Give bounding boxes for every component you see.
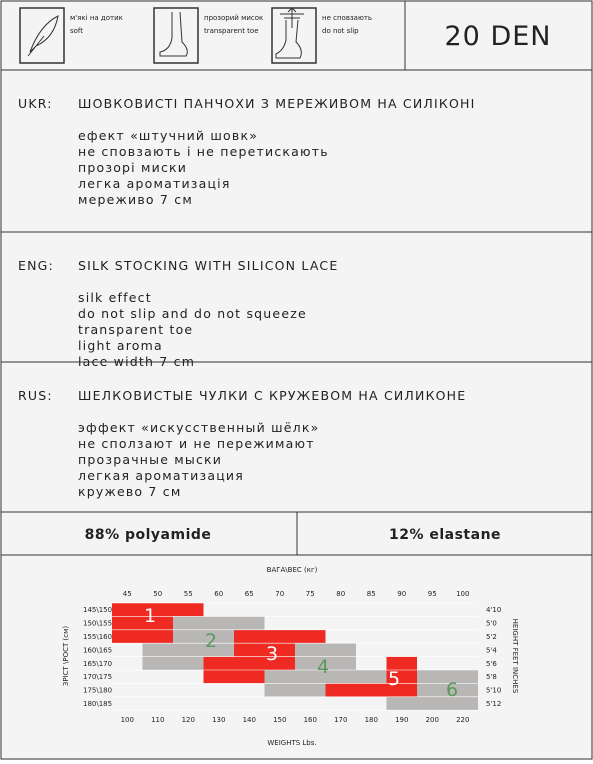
height-ft: 5'10 bbox=[486, 687, 501, 695]
weight-kg: 55 bbox=[184, 590, 193, 598]
weight-lbs: 190 bbox=[395, 716, 408, 724]
icon-label-ua: прозорий мисок bbox=[204, 14, 263, 22]
section-title: ШОВКОВИСТІ ПАНЧОХИ З МЕРЕЖИВОМ НА СИЛІКО… bbox=[78, 96, 475, 111]
feature: прозорі миски bbox=[78, 160, 187, 175]
weight-lbs: 120 bbox=[182, 716, 195, 724]
weight-lbs: 140 bbox=[243, 716, 256, 724]
weight-lbs: 130 bbox=[212, 716, 225, 724]
feature: не сповзають і не перетискають bbox=[78, 144, 329, 159]
weight-kg: 60 bbox=[214, 590, 223, 598]
weight-kg: 100 bbox=[456, 590, 469, 598]
feature: light aroma bbox=[78, 338, 163, 353]
language: RUS: bbox=[18, 388, 53, 403]
weight-kg: 90 bbox=[397, 590, 406, 598]
axis-title: ВАГА\ВЕС (кг) bbox=[267, 566, 318, 574]
weight-lbs: 100 bbox=[121, 716, 134, 724]
composition: 12% elastane bbox=[389, 527, 501, 543]
icon-label-ua: не сповзають bbox=[322, 14, 372, 22]
icon-label-en: soft bbox=[70, 27, 83, 35]
weight-kg: 45 bbox=[123, 590, 132, 598]
weight-kg: 80 bbox=[336, 590, 345, 598]
height-cm: 180\185 bbox=[83, 700, 112, 708]
weight-kg: 65 bbox=[245, 590, 254, 598]
weight-lbs: 200 bbox=[426, 716, 439, 724]
feature: прозрачные мыски bbox=[78, 452, 222, 467]
language: UKR: bbox=[18, 96, 53, 111]
feature: ефект «штучний шовк» bbox=[78, 128, 258, 143]
weight-lbs: 220 bbox=[456, 716, 469, 724]
section-title: SILK STOCKING WITH SILICON LACE bbox=[78, 258, 338, 273]
axis-title: WEIGHTS Lbs. bbox=[267, 739, 316, 747]
weight-kg: 50 bbox=[153, 590, 162, 598]
feature: легкая ароматизация bbox=[78, 468, 244, 483]
size-number: 5 bbox=[388, 668, 400, 690]
weight-lbs: 150 bbox=[273, 716, 286, 724]
height-cm: 165\170 bbox=[83, 660, 112, 668]
feature: эффект «искусственный шёлк» bbox=[78, 420, 319, 435]
height-cm: 155\160 bbox=[83, 633, 112, 641]
icon-label-en: transparent toe bbox=[204, 27, 259, 35]
weight-lbs: 160 bbox=[304, 716, 317, 724]
icon-label-ua: м'які на дотик bbox=[70, 14, 123, 22]
size-cell bbox=[386, 656, 417, 697]
axis-title: ЗРІСТ \РОСТ (см) bbox=[62, 626, 70, 687]
weight-kg: 85 bbox=[367, 590, 376, 598]
icon-label-en: do not slip bbox=[322, 27, 359, 35]
size-number: 6 bbox=[446, 679, 458, 701]
composition: 88% polyamide bbox=[85, 527, 212, 543]
feature: lace width 7 cm bbox=[78, 354, 195, 369]
weight-lbs: 110 bbox=[151, 716, 164, 724]
feature: кружево 7 см bbox=[78, 484, 181, 499]
height-ft: 5'4 bbox=[486, 646, 497, 654]
feature: silk effect bbox=[78, 290, 152, 305]
language: ENG: bbox=[18, 258, 54, 273]
height-ft: 5'6 bbox=[486, 660, 497, 668]
size-cell bbox=[325, 683, 387, 697]
size-cell bbox=[386, 696, 417, 711]
height-cm: 160\165 bbox=[83, 646, 112, 654]
weight-kg: 95 bbox=[428, 590, 437, 598]
feature: do not slip and do not squeeze bbox=[78, 306, 307, 321]
height-cm: 150\155 bbox=[83, 620, 112, 628]
weight-kg: 70 bbox=[275, 590, 284, 598]
weight-lbs: 180 bbox=[365, 716, 378, 724]
height-ft: 5'8 bbox=[486, 673, 497, 681]
density: 20 DEN bbox=[445, 21, 552, 52]
height-cm: 145\150 bbox=[83, 606, 112, 614]
height-ft: 5'0 bbox=[486, 620, 497, 628]
height-ft: 5'2 bbox=[486, 633, 497, 641]
size-number: 1 bbox=[144, 605, 156, 627]
size-number: 3 bbox=[266, 643, 278, 665]
weight-kg: 75 bbox=[306, 590, 315, 598]
axis-title: HEIGHT FEET INCHES bbox=[511, 619, 519, 694]
feature: легка ароматизація bbox=[78, 176, 231, 191]
weight-lbs: 170 bbox=[334, 716, 347, 724]
size-number: 2 bbox=[205, 630, 217, 652]
size-cell bbox=[417, 670, 478, 711]
height-ft: 5'12 bbox=[486, 700, 501, 708]
section-title: ШЕЛКОВИСТЫЕ ЧУЛКИ С КРУЖЕВОМ НА СИЛИКОНЕ bbox=[78, 388, 466, 403]
height-ft: 4'10 bbox=[486, 606, 501, 614]
height-cm: 170\175 bbox=[83, 673, 112, 681]
feature: не сползают и не пережимают bbox=[78, 436, 315, 451]
height-cm: 175\180 bbox=[83, 687, 112, 695]
feature: transparent toe bbox=[78, 322, 193, 337]
size-number: 4 bbox=[317, 656, 329, 678]
feature: мереживо 7 см bbox=[78, 192, 193, 207]
